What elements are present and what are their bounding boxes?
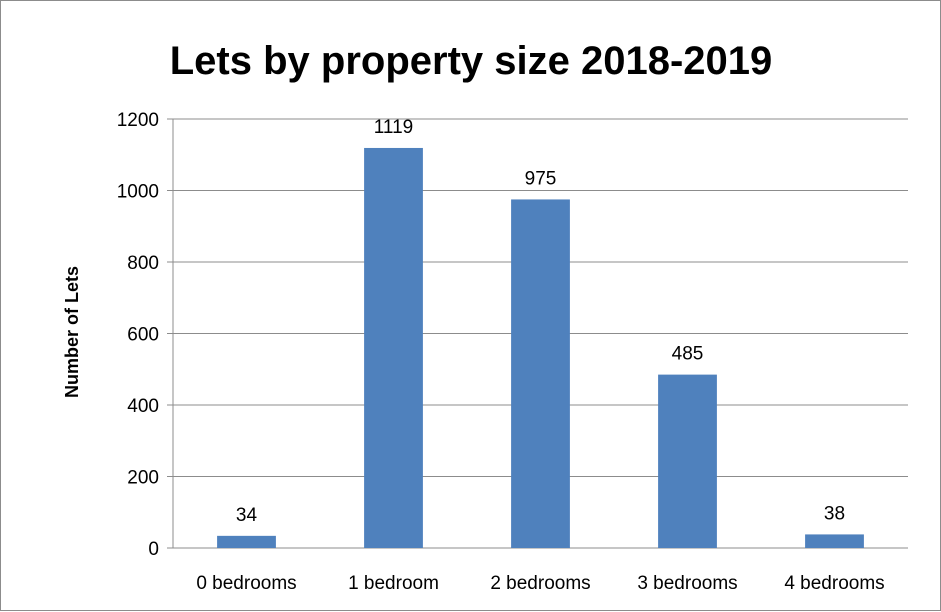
x-tick-label: 3 bedrooms: [637, 573, 737, 594]
y-axis-label: Number of Lets: [62, 266, 82, 398]
data-labels: 34 1119 975 485 38: [236, 117, 845, 526]
data-label: 485: [672, 344, 704, 365]
y-tick-label: 800: [127, 253, 159, 274]
y-tick-label: 0: [148, 539, 159, 560]
data-label: 38: [824, 503, 845, 524]
y-tick-labels: 0 200 400 600 800 1000 1200: [117, 110, 159, 560]
x-tick-labels: 0 bedrooms 1 bedroom 2 bedrooms 3 bedrooms 4…: [196, 573, 884, 594]
bar: [805, 534, 864, 548]
chart-title: Lets by property size 2018-2019: [170, 39, 773, 83]
x-tick-label: 4 bedrooms: [784, 573, 884, 594]
y-tick-label: 400: [127, 396, 159, 417]
bar: [511, 199, 570, 548]
x-tick-label: 1 bedroom: [348, 573, 439, 594]
y-tick-label: 200: [127, 468, 159, 489]
y-tick-label: 1000: [117, 182, 159, 203]
data-label: 34: [236, 505, 258, 526]
data-label: 975: [525, 168, 557, 189]
data-label: 1119: [374, 117, 413, 138]
y-tick-label: 1200: [117, 110, 159, 131]
bar: [364, 147, 423, 548]
bar: [658, 374, 717, 548]
y-tick-label: 600: [127, 325, 159, 346]
x-tick-label: 2 bedrooms: [490, 573, 590, 594]
bar: [217, 535, 276, 548]
bars: [217, 147, 864, 548]
x-tick-label: 0 bedrooms: [196, 573, 296, 594]
